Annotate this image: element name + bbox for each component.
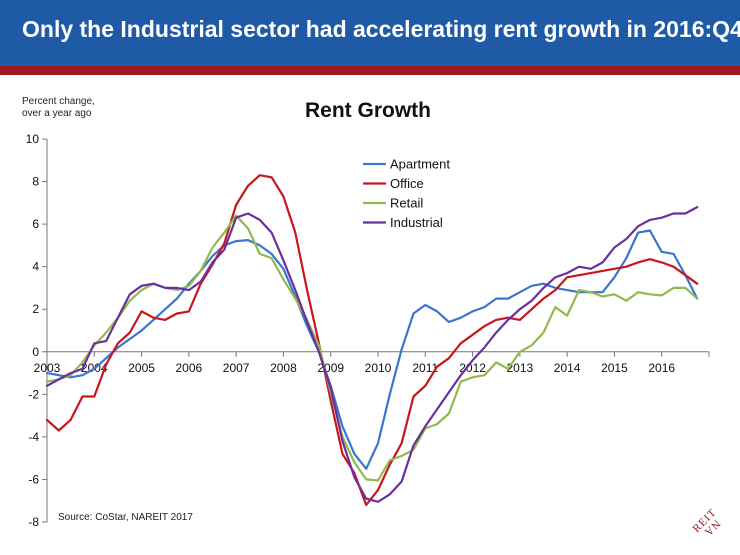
y-tick-label: 10 — [26, 132, 40, 146]
y-axis-label-line-1: Percent change, — [22, 96, 95, 107]
series-line-office — [45, 174, 699, 507]
source-note: Source: CoStar, NAREIT 2017 — [58, 512, 193, 523]
x-tick-label: 2014 — [554, 361, 581, 375]
x-tick-label: 2003 — [34, 361, 61, 375]
y-tick-label: 0 — [32, 345, 39, 359]
x-tick-label: 2005 — [128, 361, 155, 375]
title-banner: Only the Industrial sector had accelerat… — [0, 0, 740, 66]
series-line-retail — [45, 214, 699, 482]
x-tick-label: 2015 — [601, 361, 628, 375]
x-tick-label: 2012 — [459, 361, 486, 375]
y-tick-label: 4 — [32, 260, 39, 274]
x-tick-label: 2011 — [412, 361, 438, 375]
legend-label-office: Office — [390, 176, 424, 191]
x-tick-label: 2013 — [507, 361, 534, 375]
y-tick-label: -2 — [28, 387, 39, 401]
y-axis-label-line-2: over a year ago — [22, 108, 92, 119]
x-tick-label: 2016 — [648, 361, 675, 375]
series-line-industrial — [45, 206, 699, 503]
y-tick-label: 6 — [32, 217, 39, 231]
y-tick-label: -4 — [28, 430, 39, 444]
slide-title: Only the Industrial sector had accelerat… — [22, 16, 740, 42]
chart-title: Rent Growth — [305, 99, 431, 122]
y-tick-label: -8 — [28, 515, 39, 529]
x-tick-label: 2006 — [176, 361, 203, 375]
x-tick-label: 2007 — [223, 361, 250, 375]
legend-label-industrial: Industrial — [390, 215, 443, 230]
legend-label-apartment: Apartment — [390, 157, 450, 172]
y-tick-label: -6 — [28, 472, 39, 486]
y-tick-label: 2 — [32, 302, 39, 316]
legend-label-retail: Retail — [390, 196, 423, 211]
y-tick-label: 8 — [32, 175, 39, 189]
legend: Apartment Office Retail Industrial — [363, 157, 450, 230]
nareit-logo: REIT NA — [690, 506, 722, 538]
x-tick-label: 2008 — [270, 361, 297, 375]
x-tick-label: 2010 — [365, 361, 392, 375]
y-axis-label: Percent change, over a year ago — [22, 96, 142, 120]
series-lines — [45, 174, 699, 507]
accent-stripe — [0, 66, 740, 75]
series-line-apartment — [45, 229, 699, 470]
